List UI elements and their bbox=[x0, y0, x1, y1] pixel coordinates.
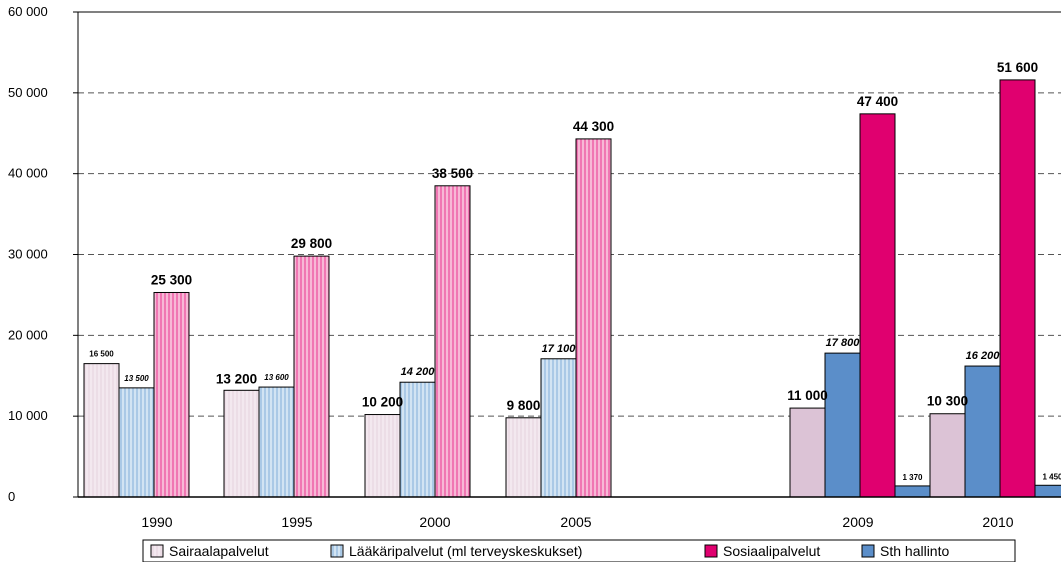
bar-sairaala-1990 bbox=[83, 363, 120, 498]
x-tick-label: 2010 bbox=[982, 514, 1013, 530]
legend-label-sosiaali: Sosiaalipalvelut bbox=[723, 543, 820, 559]
bar-sosiaali-1990 bbox=[153, 291, 190, 498]
legend: Sairaalapalvelut Lääkäripalvelut (ml terv… bbox=[142, 539, 1016, 562]
data-label-laakari-1990: 13 500 bbox=[124, 374, 149, 383]
data-label-laakari-2000: 14 200 bbox=[401, 366, 436, 378]
y-tick-label: 50 000 bbox=[8, 85, 48, 100]
x-axis: 1990 1995 2000 2005 2009 2010 bbox=[78, 496, 1061, 530]
bar-laakari-2000 bbox=[399, 381, 436, 498]
bar-sairaala-2010 bbox=[929, 413, 966, 498]
y-tick-label: 0 bbox=[8, 489, 15, 504]
bar-sairaala-2009 bbox=[789, 407, 826, 498]
x-tick-label: 1995 bbox=[281, 514, 312, 530]
y-tick-label: 60 000 bbox=[8, 4, 48, 19]
data-label-sosiaali-2000: 38 500 bbox=[432, 166, 473, 181]
bar-laakari-2010 bbox=[964, 365, 1001, 498]
data-label-sosiaali-1995: 29 800 bbox=[291, 236, 332, 251]
bars bbox=[83, 79, 1061, 498]
data-labels: 16 500 13 200 10 200 9 800 11 000 10 300 13 50… bbox=[89, 60, 1061, 482]
data-label-sairaala-2005: 9 800 bbox=[507, 398, 541, 413]
legend-label-laakari: Lääkäripalvelut (ml terveyskeskukset) bbox=[349, 543, 582, 559]
data-label-sosiaali-2010: 51 600 bbox=[997, 60, 1038, 75]
x-tick-label: 2005 bbox=[560, 514, 591, 530]
y-tick-label: 20 000 bbox=[8, 327, 48, 342]
bar-laakari-2009 bbox=[824, 352, 861, 498]
legend-label-sairaala: Sairaalapalvelut bbox=[169, 543, 269, 559]
legend-swatch-sosiaali bbox=[704, 544, 718, 558]
legend-label-sth: Sth hallinto bbox=[880, 543, 949, 559]
bar-sosiaali-2000 bbox=[434, 185, 471, 498]
y-tick-label: 40 000 bbox=[8, 166, 48, 181]
y-axis: 0 10 000 20 000 30 000 40 000 50 000 60 000 bbox=[8, 4, 79, 504]
bar-sth-2009 bbox=[894, 485, 931, 498]
data-label-sosiaali-2009: 47 400 bbox=[857, 94, 898, 109]
bar-sosiaali-2010 bbox=[999, 79, 1036, 498]
bar-sosiaali-2009 bbox=[859, 113, 896, 498]
data-label-sth-2010: 1 450 bbox=[1042, 472, 1061, 481]
bar-sairaala-2005 bbox=[505, 417, 542, 498]
data-label-sairaala-2000: 10 200 bbox=[362, 395, 403, 410]
y-tick-label: 10 000 bbox=[8, 408, 48, 423]
data-label-laakari-1995: 13 600 bbox=[264, 373, 289, 382]
data-label-sairaala-1990: 16 500 bbox=[89, 350, 114, 359]
x-tick-label: 2000 bbox=[419, 514, 450, 530]
data-label-sth-2009: 1 370 bbox=[902, 473, 923, 482]
bar-sairaala-1995 bbox=[223, 389, 260, 498]
bar-sosiaali-2005 bbox=[575, 138, 612, 498]
data-label-sosiaali-1990: 25 300 bbox=[151, 272, 192, 287]
bar-laakari-1990 bbox=[118, 387, 155, 498]
legend-swatch-sth bbox=[861, 544, 875, 558]
data-label-sairaala-2010: 10 300 bbox=[927, 394, 968, 409]
data-label-laakari-2009: 17 800 bbox=[826, 337, 861, 349]
bar-laakari-1995 bbox=[258, 386, 295, 498]
legend-swatch-laakari bbox=[330, 544, 344, 558]
bar-laakari-2005 bbox=[540, 358, 577, 498]
y-tick-label: 30 000 bbox=[8, 247, 48, 262]
gridlines bbox=[78, 11, 1061, 417]
bar-sairaala-2000 bbox=[364, 414, 401, 498]
data-label-sairaala-2009: 11 000 bbox=[787, 388, 828, 403]
x-tick-label: 2009 bbox=[842, 514, 873, 530]
legend-box bbox=[142, 539, 1016, 562]
bar-sosiaali-1995 bbox=[293, 255, 330, 498]
data-label-sairaala-1995: 13 200 bbox=[216, 371, 257, 386]
data-label-sosiaali-2005: 44 300 bbox=[573, 119, 614, 134]
legend-swatch-sairaala bbox=[150, 544, 164, 558]
x-tick-label: 1990 bbox=[141, 514, 172, 530]
data-label-laakari-2005: 17 100 bbox=[542, 343, 577, 355]
bar-sth-2010 bbox=[1034, 484, 1061, 498]
data-label-laakari-2010: 16 200 bbox=[966, 350, 1001, 362]
